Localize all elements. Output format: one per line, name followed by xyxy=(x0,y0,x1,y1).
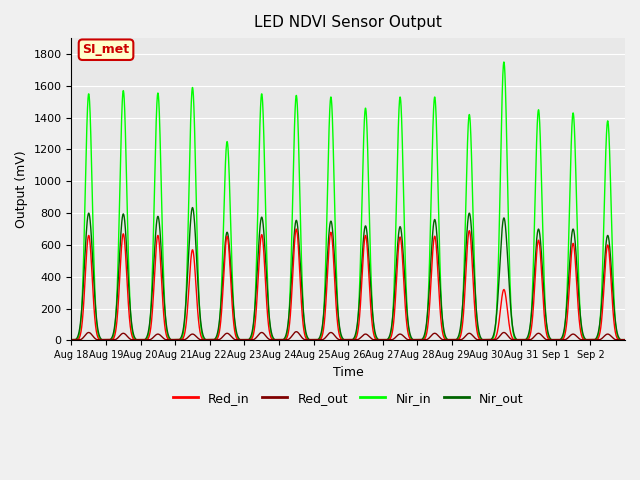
Red_out xyxy=(615,337,623,343)
Legend: Red_in, Red_out, Nir_in, Nir_out: Red_in, Red_out, Nir_in, Nir_out xyxy=(168,387,528,410)
Red_in xyxy=(621,337,629,343)
Red_in xyxy=(537,253,545,259)
Red_in xyxy=(504,306,511,312)
Nir_out xyxy=(537,239,545,245)
Red_out xyxy=(68,337,76,343)
Nir_out xyxy=(181,314,189,320)
Red_out xyxy=(419,337,427,343)
Nir_in xyxy=(68,337,76,343)
Nir_in xyxy=(468,165,476,171)
Nir_out xyxy=(419,335,427,341)
Nir_out xyxy=(68,337,76,343)
Nir_in xyxy=(500,59,508,65)
Nir_in xyxy=(181,317,189,323)
Nir_out xyxy=(189,204,196,210)
Nir_in xyxy=(537,144,545,150)
Red_in xyxy=(68,337,76,343)
Red_in xyxy=(468,257,476,263)
Line: Red_in: Red_in xyxy=(72,229,625,340)
Nir_out xyxy=(615,335,623,341)
Red_out xyxy=(504,332,511,338)
Nir_out xyxy=(468,235,476,240)
Nir_in xyxy=(615,336,623,342)
Red_in xyxy=(419,337,427,343)
Nir_out xyxy=(621,337,629,343)
Nir_in xyxy=(419,337,427,343)
Red_out xyxy=(181,337,189,343)
Line: Nir_in: Nir_in xyxy=(72,62,625,340)
Red_out xyxy=(537,331,545,337)
Red_in xyxy=(292,226,300,232)
Nir_in xyxy=(621,337,629,343)
Line: Nir_out: Nir_out xyxy=(72,207,625,340)
Red_in xyxy=(181,330,189,336)
Text: SI_met: SI_met xyxy=(83,43,129,56)
Red_out xyxy=(292,329,300,335)
Red_out xyxy=(621,337,629,343)
Line: Red_out: Red_out xyxy=(72,332,625,340)
Title: LED NDVI Sensor Output: LED NDVI Sensor Output xyxy=(254,15,442,30)
Red_in xyxy=(615,337,623,343)
Y-axis label: Output (mV): Output (mV) xyxy=(15,150,28,228)
Red_out xyxy=(468,332,476,338)
X-axis label: Time: Time xyxy=(333,366,364,379)
Nir_in xyxy=(504,167,511,173)
Nir_out xyxy=(504,251,511,256)
